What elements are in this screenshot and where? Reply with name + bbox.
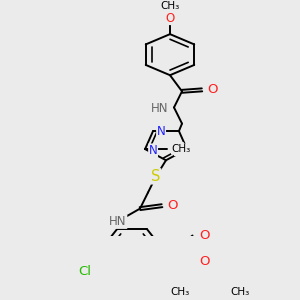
- Text: CH₃: CH₃: [172, 144, 191, 154]
- Text: O: O: [207, 83, 217, 96]
- Text: S: S: [151, 169, 161, 184]
- Text: HN: HN: [109, 215, 127, 228]
- Text: O: O: [199, 255, 209, 268]
- Text: CH₃: CH₃: [160, 1, 180, 10]
- Text: N: N: [149, 144, 158, 157]
- Text: CH₃: CH₃: [230, 287, 250, 297]
- Text: N: N: [157, 124, 165, 138]
- Text: N: N: [175, 142, 183, 156]
- Text: O: O: [199, 229, 209, 242]
- Text: CH₃: CH₃: [170, 287, 190, 297]
- Text: HN: HN: [151, 102, 169, 116]
- Text: O: O: [165, 11, 175, 25]
- Text: O: O: [167, 199, 177, 212]
- Text: Cl: Cl: [79, 265, 92, 278]
